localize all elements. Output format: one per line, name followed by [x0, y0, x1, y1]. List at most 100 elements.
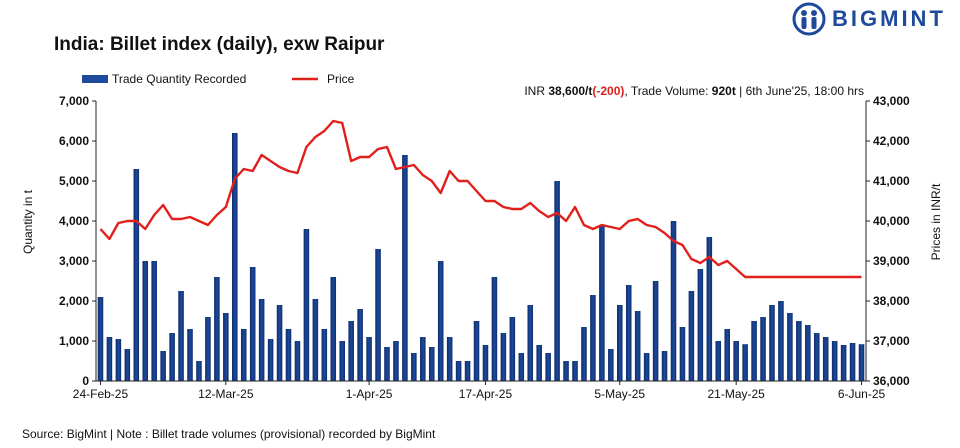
bar-21 — [285, 329, 292, 381]
chart-title: India: Billet index (daily), exw Raipur — [54, 34, 385, 55]
bar-51 — [554, 181, 560, 381]
bar-48 — [527, 305, 534, 381]
bar-9 — [178, 291, 184, 381]
bar-66 — [688, 291, 695, 381]
bar-33 — [393, 341, 399, 381]
bar-76 — [778, 301, 784, 381]
bar-71 — [733, 341, 739, 381]
bar-37 — [428, 347, 435, 381]
axes: 0 1,000 2,000 3,000 4,000 5,000 6,000 7,000 36,0… — [59, 94, 910, 401]
y-right-tick-label: 43,000 — [873, 94, 910, 108]
bar-60 — [634, 311, 641, 381]
y-right-tick-label: 38,000 — [873, 294, 910, 308]
bar-38 — [437, 261, 444, 381]
bar-65 — [679, 327, 686, 381]
info-suffix: | 6th June'25, 18:00 hrs — [736, 84, 864, 98]
bar-55 — [590, 295, 596, 381]
y-right-tick-label: 39,000 — [873, 254, 910, 268]
x-tick-label: 17-Apr-25 — [459, 387, 513, 401]
bar-39 — [446, 337, 453, 381]
bar-24 — [312, 299, 319, 381]
bar-1 — [106, 337, 113, 381]
bar-19 — [267, 339, 274, 381]
y-right-tick-label: 42,000 — [873, 134, 910, 148]
bar-7 — [160, 351, 166, 381]
bar-3 — [124, 349, 131, 381]
bar-27 — [339, 341, 345, 381]
bigmint-logo-text: BIGMINT — [832, 6, 946, 31]
bar-74 — [760, 317, 766, 381]
x-tick-label: 6-Jun-25 — [838, 387, 886, 401]
y-left-tick-label: 7,000 — [59, 94, 89, 108]
bar-41 — [464, 361, 471, 381]
legend: Trade Quantity Recorded Price — [82, 72, 355, 86]
bar-36 — [420, 337, 426, 381]
y-right-tick-label: 41,000 — [873, 174, 910, 188]
bar-17 — [249, 267, 256, 381]
bar-0 — [97, 297, 104, 381]
bar-2 — [115, 339, 122, 381]
x-tick-label: 21-May-25 — [707, 387, 765, 401]
y-right-tick-label: 36,000 — [873, 374, 910, 388]
bar-79 — [805, 325, 811, 381]
bar-26 — [330, 277, 337, 381]
bar-22 — [294, 341, 301, 381]
bar-75 — [769, 305, 775, 381]
bar-30 — [366, 337, 372, 381]
info-change: (-200) — [592, 84, 624, 98]
bar-80 — [813, 333, 820, 381]
y-right-tick-label: 40,000 — [873, 214, 910, 228]
bar-49 — [536, 345, 542, 381]
bar-78 — [796, 321, 802, 381]
x-tick-label: 12-Mar-25 — [198, 387, 254, 401]
bar-53 — [572, 361, 578, 381]
bar-64 — [670, 221, 677, 381]
bar-13 — [214, 277, 220, 381]
bar-77 — [787, 313, 793, 381]
bar-81 — [822, 337, 829, 381]
bar-23 — [303, 229, 310, 381]
bar-31 — [375, 249, 381, 381]
bar-42 — [473, 321, 480, 381]
info-prefix: INR — [524, 84, 548, 98]
bar-28 — [348, 321, 354, 381]
x-tick-label: 24-Feb-25 — [73, 387, 129, 401]
bar-20 — [276, 305, 283, 381]
bar-59 — [625, 285, 632, 381]
info-volume: 920t — [712, 84, 736, 98]
bar-68 — [706, 237, 713, 381]
bar-43 — [482, 345, 489, 381]
bar-50 — [545, 353, 551, 381]
bar-58 — [617, 305, 623, 381]
bar-73 — [751, 321, 757, 381]
y-left-tick-label: 2,000 — [59, 294, 89, 308]
bar-35 — [411, 353, 417, 381]
bar-44 — [491, 277, 498, 381]
bar-14 — [223, 313, 229, 381]
y-left-axis-label: Quantity in t — [21, 189, 35, 254]
bar-47 — [518, 353, 525, 381]
price-info: INR 38,600/t(-200), Trade Volume: 920t |… — [524, 84, 864, 98]
bar-72 — [742, 344, 748, 381]
bar-52 — [563, 361, 569, 381]
y-right-tick-label: 37,000 — [873, 334, 910, 348]
bar-34 — [402, 155, 408, 381]
bar-84 — [849, 343, 856, 381]
bar-29 — [357, 309, 363, 381]
info-price: 38,600/t — [548, 84, 592, 98]
y-left-tick-label: 0 — [82, 374, 89, 388]
bigmint-logo: BIGMINT — [792, 2, 946, 36]
bar-63 — [661, 351, 668, 381]
bar-40 — [455, 361, 462, 381]
info-mid: , Trade Volume: — [624, 84, 711, 98]
y-left-tick-label: 1,000 — [59, 334, 89, 348]
source-note: Source: BigMint | Note : Billet trade vo… — [22, 427, 436, 441]
bar-69 — [715, 341, 722, 381]
bar-12 — [205, 317, 211, 381]
y-left-tick-label: 6,000 — [59, 134, 89, 148]
bar-6 — [151, 261, 157, 381]
legend-bar-label: Trade Quantity Recorded — [112, 72, 246, 86]
bar-4 — [133, 169, 140, 381]
bar-15 — [232, 133, 238, 381]
